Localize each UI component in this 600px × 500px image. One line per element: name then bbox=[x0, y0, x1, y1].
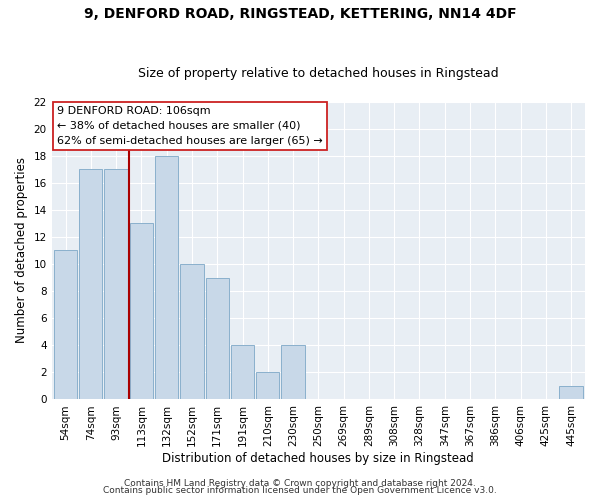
Bar bbox=[155, 156, 178, 400]
Y-axis label: Number of detached properties: Number of detached properties bbox=[15, 158, 28, 344]
Title: Size of property relative to detached houses in Ringstead: Size of property relative to detached ho… bbox=[138, 66, 499, 80]
Text: Contains HM Land Registry data © Crown copyright and database right 2024.: Contains HM Land Registry data © Crown c… bbox=[124, 478, 476, 488]
Bar bbox=[231, 346, 254, 400]
Bar bbox=[54, 250, 77, 400]
Text: Contains public sector information licensed under the Open Government Licence v3: Contains public sector information licen… bbox=[103, 486, 497, 495]
Bar bbox=[559, 386, 583, 400]
Text: 9 DENFORD ROAD: 106sqm
← 38% of detached houses are smaller (40)
62% of semi-det: 9 DENFORD ROAD: 106sqm ← 38% of detached… bbox=[57, 106, 323, 146]
Bar bbox=[104, 169, 128, 400]
Bar bbox=[256, 372, 280, 400]
Bar bbox=[181, 264, 203, 400]
Bar bbox=[79, 169, 103, 400]
Bar bbox=[130, 224, 153, 400]
X-axis label: Distribution of detached houses by size in Ringstead: Distribution of detached houses by size … bbox=[163, 452, 474, 465]
Bar bbox=[281, 346, 305, 400]
Text: 9, DENFORD ROAD, RINGSTEAD, KETTERING, NN14 4DF: 9, DENFORD ROAD, RINGSTEAD, KETTERING, N… bbox=[83, 8, 517, 22]
Bar bbox=[206, 278, 229, 400]
